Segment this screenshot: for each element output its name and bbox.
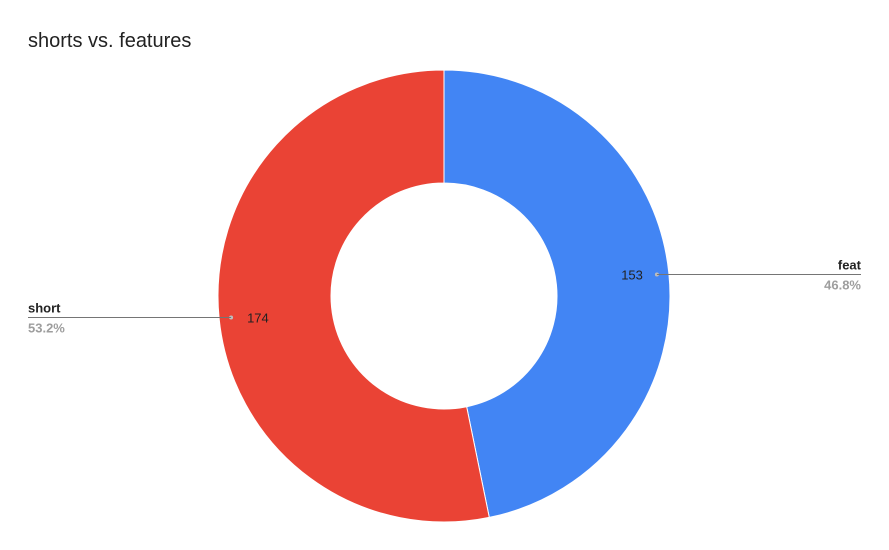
slice-short — [217, 69, 490, 523]
slice-feat — [443, 69, 671, 519]
value-label-short: 174 — [247, 311, 269, 326]
percent-label-feat: 46.8% — [824, 277, 861, 292]
chart-title: shorts vs. features — [28, 30, 192, 52]
value-label-feat: 153 — [621, 267, 643, 282]
category-label-feat: feat — [838, 257, 862, 272]
category-label-short: short — [28, 301, 61, 316]
percent-label-short: 53.2% — [28, 321, 65, 336]
